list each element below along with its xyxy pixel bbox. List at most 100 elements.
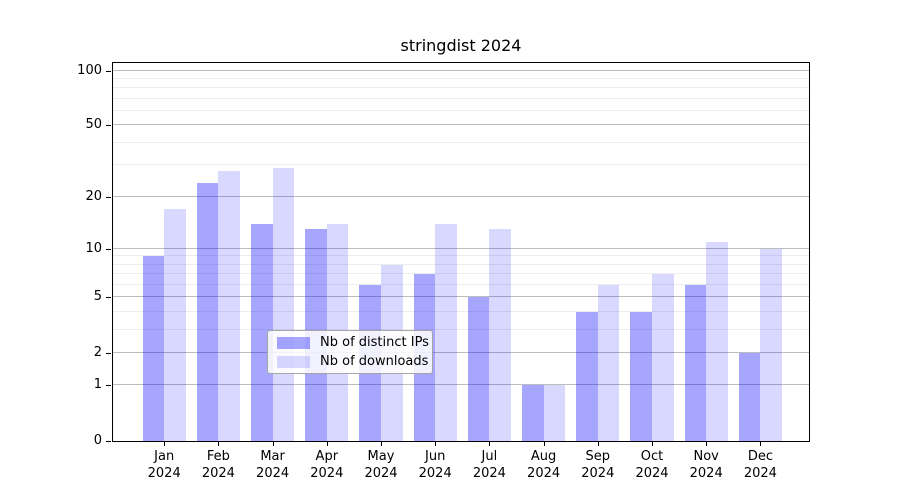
- x-tick-year: 2024: [743, 466, 777, 481]
- legend-swatch-distinct-ips: [277, 336, 310, 349]
- x-tick-mark: [652, 442, 653, 446]
- bar-distinct-ips-jul: [467, 297, 490, 441]
- legend-entry-downloads: Nb of downloads: [277, 354, 428, 369]
- minor-gridline: [113, 283, 809, 285]
- x-tick-month: Feb: [206, 449, 230, 464]
- y-tick-label: 20: [85, 188, 102, 204]
- bar-downloads-aug: [543, 385, 566, 441]
- x-tick-mark: [706, 442, 708, 446]
- x-tick-mark: [381, 442, 382, 446]
- x-tick-label: Jan 2024: [128, 448, 200, 482]
- bar-downloads-jan: [164, 209, 186, 441]
- bar-downloads-nov: [706, 241, 728, 441]
- x-tick-year: 2024: [310, 466, 344, 481]
- minor-gridline: [113, 255, 809, 257]
- x-tick-label: May 2024: [345, 448, 417, 482]
- bar-distinct-ips-feb: [196, 182, 219, 441]
- legend-entry-distinct-ips: Nb of distinct IPs: [277, 335, 429, 350]
- x-tick-label: Nov 2024: [670, 448, 742, 482]
- minor-gridline: [113, 141, 809, 143]
- bar-distinct-ips-jan: [142, 256, 165, 441]
- minor-gridline: [113, 164, 809, 166]
- x-tick-year: 2024: [256, 466, 290, 481]
- y-tick-mark: [106, 70, 111, 72]
- x-tick-month: Dec: [747, 449, 773, 464]
- bar-distinct-ips-sep: [576, 311, 598, 441]
- x-tick-mark: [543, 442, 545, 446]
- minor-gridline: [113, 310, 809, 312]
- x-tick-year: 2024: [364, 466, 398, 481]
- minor-gridline: [113, 87, 809, 89]
- major-gridline: [113, 247, 809, 249]
- x-tick-month: Sep: [585, 449, 611, 464]
- x-tick-mark: [489, 442, 491, 446]
- bar-downloads-jun: [435, 223, 457, 441]
- x-tick-month: May: [367, 449, 395, 464]
- x-tick-month: Oct: [640, 449, 664, 464]
- x-tick-mark: [218, 442, 220, 446]
- x-tick-mark: [435, 442, 437, 446]
- bar-downloads-sep: [597, 284, 620, 441]
- x-tick-year: 2024: [527, 466, 561, 481]
- y-tick-mark: [106, 385, 111, 387]
- chart-title: stringdist 2024: [400, 36, 522, 55]
- x-tick-mark: [597, 442, 599, 446]
- legend: Nb of distinct IPs Nb of downloads: [267, 330, 433, 374]
- x-tick-mark: [272, 442, 274, 446]
- x-tick-mark: [326, 442, 328, 446]
- y-tick-mark: [106, 125, 111, 127]
- y-tick-mark: [106, 196, 111, 198]
- bar-distinct-ips-aug: [521, 385, 544, 441]
- bar-distinct-ips-dec: [738, 352, 761, 441]
- x-tick-year: 2024: [581, 466, 615, 481]
- x-tick-month: Jul: [481, 449, 498, 464]
- minor-gridline: [113, 328, 809, 330]
- x-tick-month: Aug: [530, 449, 557, 464]
- y-tick-label: 2: [93, 344, 102, 360]
- x-tick-label: Mar 2024: [237, 448, 309, 482]
- minor-gridline: [113, 273, 809, 275]
- y-tick-mark: [106, 297, 111, 299]
- legend-label-distinct-ips: Nb of distinct IPs: [320, 334, 429, 350]
- major-gridline: [113, 384, 809, 386]
- x-tick-year: 2024: [689, 466, 723, 481]
- x-tick-label: Sep 2024: [562, 448, 634, 482]
- plot-area: [112, 62, 810, 442]
- x-tick-year: 2024: [418, 466, 452, 481]
- y-tick-mark: [106, 248, 111, 250]
- x-tick-month: Jun: [425, 449, 446, 464]
- x-tick-month: Apr: [315, 449, 339, 464]
- y-tick-mark: [106, 441, 111, 442]
- x-tick-label: Apr 2024: [291, 448, 363, 482]
- bar-downloads-mar: [272, 168, 295, 441]
- legend-swatch-downloads: [277, 355, 310, 368]
- y-tick-label: 50: [85, 117, 102, 133]
- minor-gridline: [113, 110, 809, 111]
- minor-gridline: [113, 77, 809, 79]
- x-tick-label: Aug 2024: [508, 448, 580, 482]
- x-tick-year: 2024: [472, 466, 506, 481]
- x-tick-year: 2024: [201, 466, 235, 481]
- x-tick-year: 2024: [635, 466, 669, 481]
- major-gridline: [113, 195, 809, 197]
- y-tick-mark: [106, 352, 111, 354]
- y-tick-label: 100: [77, 62, 102, 78]
- y-tick-label: 1: [93, 377, 102, 393]
- x-tick-label: Feb 2024: [182, 448, 254, 482]
- x-tick-label: Jun 2024: [399, 448, 471, 482]
- y-tick-label: 0: [93, 433, 102, 448]
- x-tick-label: Oct 2024: [616, 448, 688, 482]
- x-tick-mark: [164, 442, 166, 446]
- bar-downloads-dec: [760, 248, 783, 441]
- x-tick-month: Jan: [154, 449, 175, 464]
- bar-distinct-ips-nov: [684, 284, 707, 441]
- bar-downloads-feb: [218, 170, 241, 441]
- legend-label-downloads: Nb of downloads: [320, 353, 429, 369]
- x-tick-label: Dec 2024: [724, 448, 796, 482]
- major-gridline: [113, 124, 809, 126]
- bar-distinct-ips-oct: [630, 311, 652, 441]
- bar-distinct-ips-mar: [250, 223, 273, 441]
- x-tick-label: Jul 2024: [453, 448, 525, 482]
- bar-downloads-jul: [489, 229, 512, 441]
